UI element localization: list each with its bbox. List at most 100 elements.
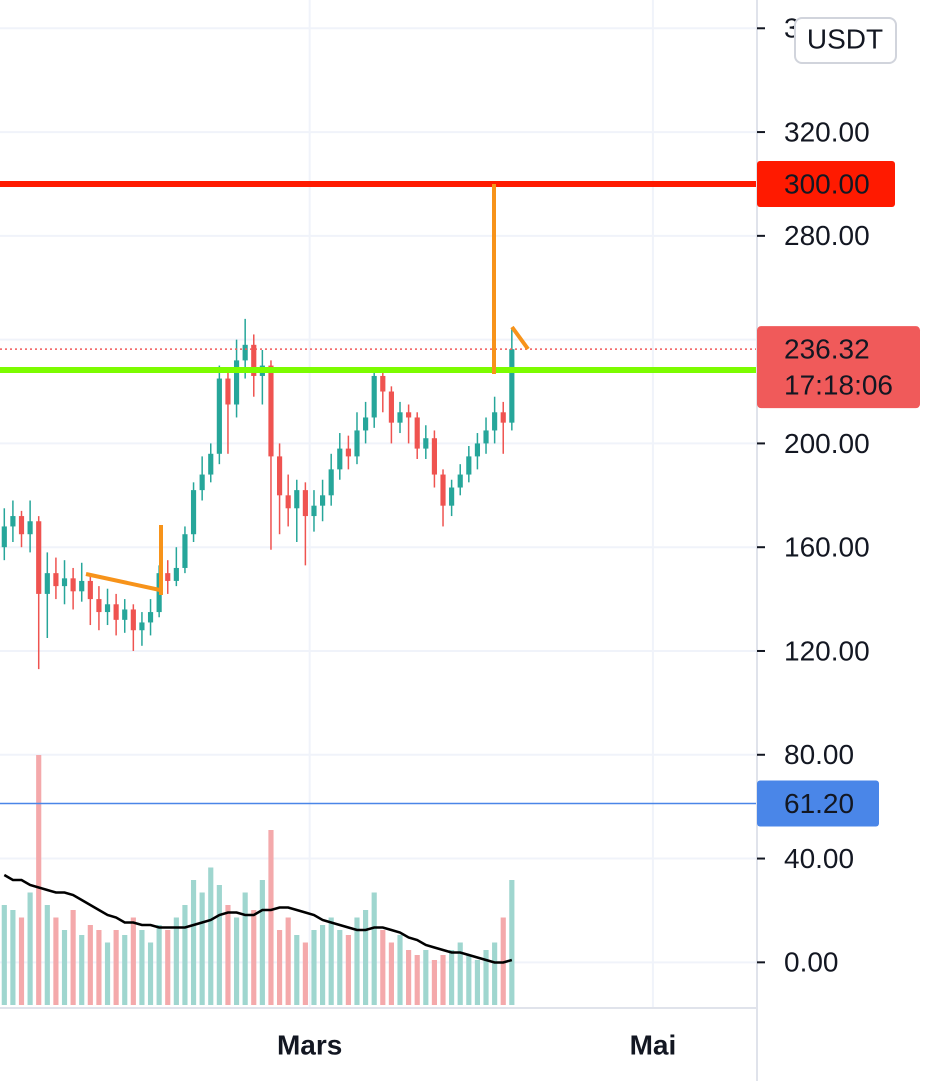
candle-body — [190, 490, 197, 535]
volume-bar — [208, 867, 214, 1005]
candle-body — [500, 412, 506, 423]
candle-body — [147, 612, 154, 623]
candle-body — [457, 474, 463, 488]
candle-body — [466, 456, 472, 475]
volume-bar — [406, 950, 412, 1005]
volume-bar — [70, 910, 76, 1005]
volume-bar — [388, 942, 394, 1005]
volume-bar — [328, 917, 334, 1005]
level-badge — [757, 780, 879, 827]
candle-body — [371, 375, 377, 418]
volume-bar — [251, 910, 257, 1005]
volume-bar — [18, 917, 25, 1005]
candle-body — [130, 609, 136, 631]
candle-body — [70, 578, 76, 592]
candle-body — [363, 417, 369, 431]
levels — [0, 180, 757, 805]
candle-body — [18, 516, 25, 535]
trend-line — [85, 572, 161, 592]
volume-bar — [36, 755, 42, 1005]
volume-bar — [354, 917, 360, 1005]
level-badge — [757, 160, 895, 207]
volume-bar — [122, 935, 128, 1005]
candle-body — [414, 417, 420, 449]
volume-bar — [449, 950, 455, 1005]
countdown-label: 17:18:06 — [784, 370, 893, 401]
volume-bar — [96, 930, 102, 1005]
candle-body — [225, 378, 231, 405]
candle-body — [139, 622, 145, 631]
candle-body — [1, 526, 7, 548]
volume-bar — [320, 925, 326, 1005]
volume-bar — [268, 830, 274, 1005]
volume-bar — [509, 880, 515, 1005]
volume-bar — [147, 942, 154, 1005]
candle-body — [173, 567, 179, 581]
candle-body — [113, 604, 119, 620]
candle-body — [242, 344, 248, 361]
volume-bar — [414, 955, 420, 1005]
candle-body — [79, 580, 85, 592]
volume-ma-line — [3, 873, 513, 964]
volume-bar — [363, 910, 369, 1005]
volume-bar — [457, 942, 463, 1005]
volume-bar — [156, 925, 162, 1005]
volume-bar — [276, 930, 283, 1005]
volume-bar — [302, 942, 308, 1005]
volume-bar — [492, 942, 498, 1005]
volume-pane — [1, 755, 515, 1005]
candle-body — [44, 573, 50, 594]
y-tick-label: 280.00 — [784, 220, 870, 251]
volume-bar — [61, 930, 68, 1005]
candle-body — [449, 487, 455, 506]
volume-bar — [345, 935, 351, 1005]
volume-bar — [130, 917, 136, 1005]
volume-bar — [466, 955, 472, 1005]
candle-body — [380, 375, 386, 392]
volume-bar — [440, 955, 446, 1005]
candle-body — [294, 490, 300, 509]
level-label: 300.00 — [784, 168, 870, 199]
volume-bar — [139, 930, 145, 1005]
volume-bar — [337, 930, 343, 1005]
candle-body — [199, 474, 205, 491]
candle-body — [96, 599, 102, 613]
volume-bar — [380, 930, 386, 1005]
candle-body — [87, 580, 93, 600]
candle-body — [208, 453, 214, 475]
y-tick-label: 0.00 — [784, 947, 839, 978]
volume-bar — [259, 880, 265, 1005]
candle-body — [320, 495, 326, 506]
x-tick-label: Mars — [277, 1029, 342, 1060]
candle-body — [345, 448, 351, 457]
volume-bar — [371, 892, 377, 1005]
drawings — [85, 184, 530, 595]
volume-bar — [397, 935, 403, 1005]
volume-bar — [10, 910, 16, 1005]
candle-body — [474, 443, 481, 457]
volume-bar — [225, 905, 231, 1005]
volume-bar — [27, 892, 33, 1005]
volume-bar — [233, 917, 240, 1005]
y-tick-label: 40.00 — [784, 843, 854, 874]
candle-body — [61, 578, 68, 587]
candle-body — [10, 516, 16, 527]
candle-body — [406, 412, 412, 418]
currency-label: USDT — [807, 23, 883, 54]
volume-bar — [242, 892, 248, 1005]
y-tick-label: 200.00 — [784, 428, 870, 459]
candle-body — [431, 438, 437, 475]
candle-body — [216, 378, 222, 454]
volume-bar — [423, 950, 429, 1005]
candle-body — [268, 365, 274, 457]
volume-bar — [44, 905, 50, 1005]
candle-body — [311, 505, 317, 517]
volume-bar — [53, 917, 59, 1005]
grid — [0, 0, 757, 1008]
candle-body — [182, 534, 188, 568]
y-tick-label: 80.00 — [784, 739, 854, 770]
trend-line — [510, 325, 530, 351]
volume-bar — [294, 935, 300, 1005]
candle-body — [233, 360, 240, 405]
